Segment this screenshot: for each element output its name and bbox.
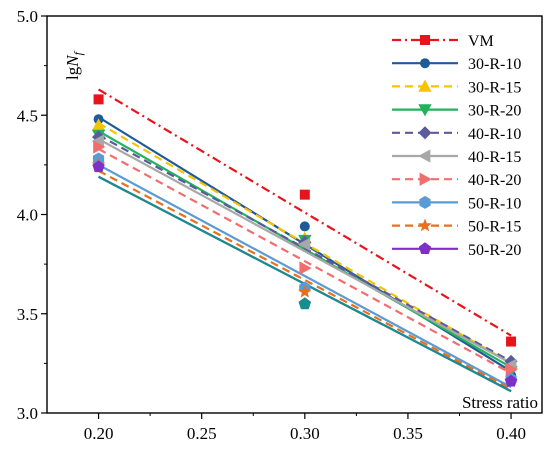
y-tick-label: 5.0	[17, 7, 38, 26]
legend-label: 30-R-15	[468, 79, 521, 96]
legend-marker	[418, 104, 432, 117]
fit-line	[98, 163, 512, 389]
data-point	[93, 94, 104, 105]
y-axis-title-sub: f	[71, 50, 85, 55]
data-point	[93, 140, 106, 154]
legend-marker	[419, 195, 431, 209]
legend-label: 40-R-15	[468, 149, 521, 166]
y-tick-label: 3.5	[17, 305, 38, 324]
data-point	[505, 362, 518, 377]
legend-marker	[418, 149, 431, 163]
fit-line	[97, 88, 512, 337]
y-tick-label: 4.0	[17, 206, 38, 225]
fit-line	[98, 138, 512, 365]
data-points	[91, 94, 518, 387]
legend-label: 50-R-15	[468, 219, 521, 236]
fit-line	[98, 148, 512, 375]
legend-marker	[420, 58, 430, 69]
data-point	[297, 237, 311, 251]
x-tick-label: 0.35	[393, 424, 423, 443]
y-axis-title-main: lg	[63, 66, 82, 80]
x-tick-label: 0.40	[496, 424, 526, 443]
legend-marker	[418, 242, 432, 255]
x-axis-title: Stress ratio	[462, 393, 538, 412]
data-point	[92, 160, 105, 173]
y-axis-title: lgNf	[63, 50, 85, 80]
y-axis-title-var: N	[63, 54, 82, 68]
legend-label: 50-R-20	[468, 242, 521, 259]
data-point	[298, 284, 312, 298]
y-tick-label: 4.5	[17, 106, 38, 125]
x-tick-label: 0.30	[290, 424, 320, 443]
legend-label: VM	[468, 33, 494, 50]
legend-marker	[418, 79, 432, 92]
data-point	[298, 297, 311, 310]
y-tick-label: 3.0	[17, 404, 38, 423]
legend-marker	[418, 126, 432, 140]
y-axis-ticks: 3.0 3.5 4.0 4.5 5.0	[17, 7, 47, 423]
legend-marker	[419, 172, 432, 186]
legend-label: 40-R-10	[468, 126, 521, 143]
data-point	[299, 261, 312, 275]
x-tick-label: 0.25	[187, 424, 217, 443]
data-point	[299, 221, 310, 232]
x-axis-ticks: 0.20 0.25 0.30 0.35 0.40	[84, 413, 526, 443]
data-point	[506, 336, 517, 347]
legend-label: 50-R-10	[468, 195, 521, 212]
legend-marker	[418, 218, 432, 232]
x-tick-label: 0.20	[84, 424, 114, 443]
legend-label: 40-R-20	[468, 172, 521, 189]
legend-label: 30-R-10	[468, 56, 521, 73]
legend-marker	[420, 35, 430, 45]
data-point	[504, 374, 518, 387]
data-point	[299, 189, 310, 200]
legend-label: 30-R-20	[468, 103, 521, 120]
legend: VM 30-R-10 30-R-15 30-R-20 40-R-10 40-R-15 40-…	[392, 33, 521, 259]
plot-area-frame	[46, 15, 543, 414]
